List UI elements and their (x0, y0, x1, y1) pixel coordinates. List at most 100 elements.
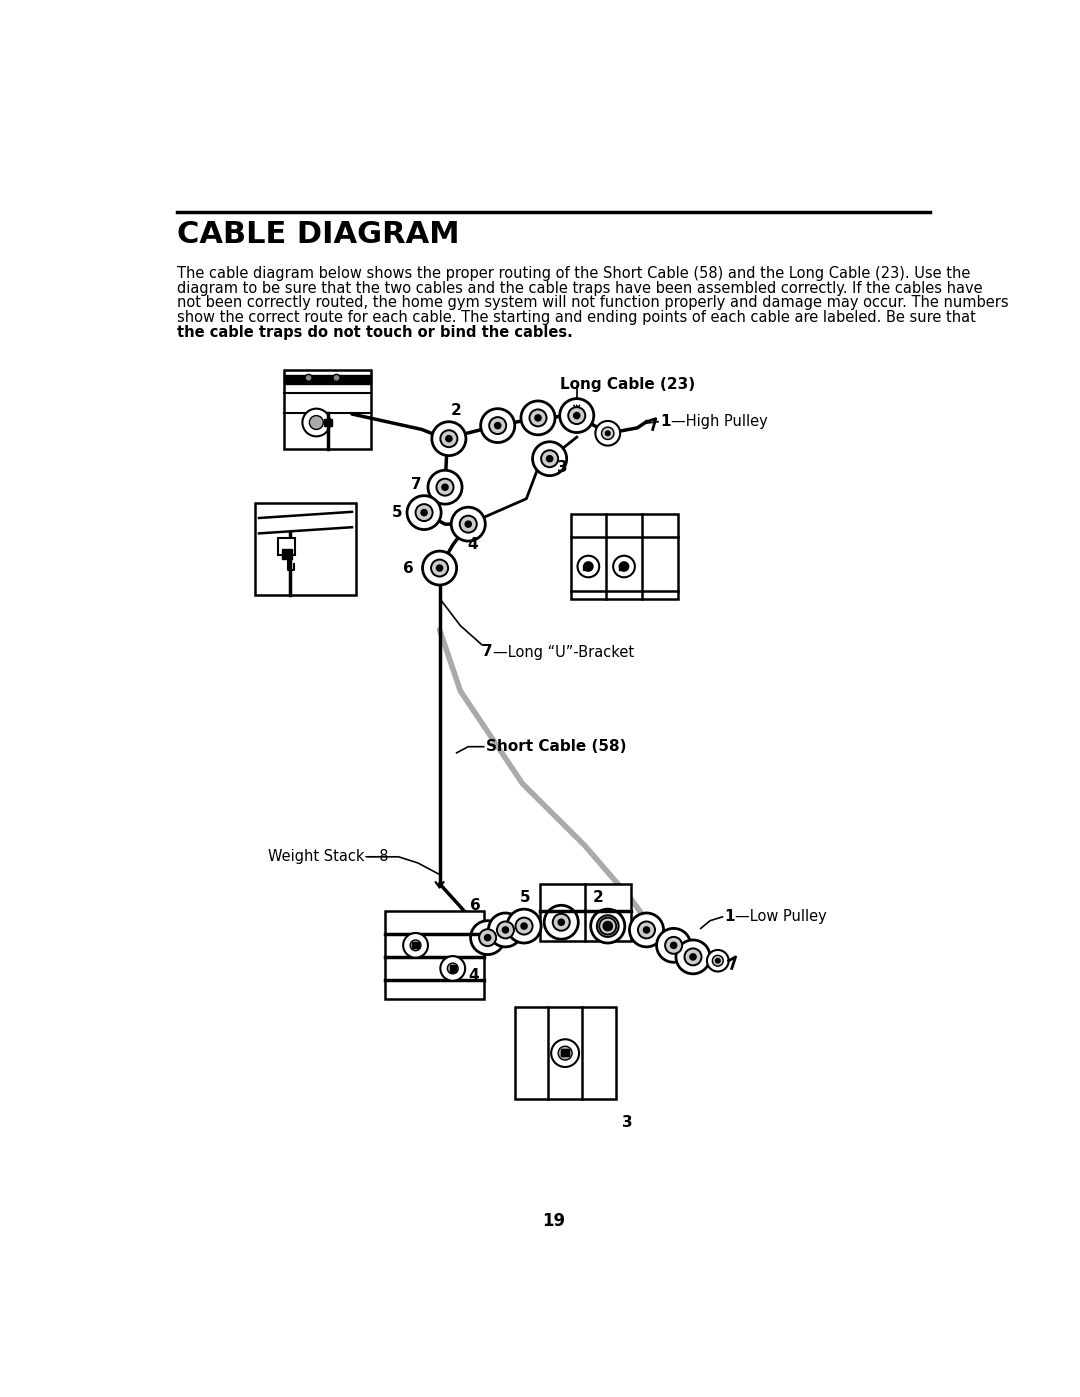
Text: the cable traps do not touch or bind the cables.: the cable traps do not touch or bind the… (177, 324, 572, 339)
Text: 7: 7 (411, 478, 422, 492)
Circle shape (480, 929, 496, 946)
Circle shape (309, 415, 323, 429)
Circle shape (638, 922, 656, 939)
Circle shape (422, 550, 457, 585)
Bar (540, 884, 631, 942)
Circle shape (489, 418, 507, 434)
Circle shape (630, 914, 663, 947)
Circle shape (497, 922, 514, 939)
Text: not been correctly routed, the home gym system will not function properly and da: not been correctly routed, the home gym … (177, 295, 1009, 310)
Text: 5: 5 (392, 506, 403, 520)
Circle shape (591, 909, 625, 943)
Circle shape (428, 471, 462, 504)
Circle shape (715, 958, 720, 963)
Bar (413, 942, 419, 949)
Bar (284, 374, 372, 384)
Circle shape (507, 909, 541, 943)
Circle shape (416, 504, 433, 521)
Circle shape (559, 398, 594, 433)
Bar (515, 1007, 616, 1099)
Circle shape (432, 422, 465, 455)
Text: 4: 4 (467, 538, 477, 552)
Text: 2: 2 (451, 402, 462, 418)
Circle shape (535, 415, 541, 420)
Circle shape (595, 420, 620, 446)
Circle shape (488, 914, 523, 947)
Circle shape (558, 1046, 572, 1060)
Circle shape (597, 915, 619, 937)
Text: 2: 2 (592, 890, 603, 905)
Text: —Low Pulley: —Low Pulley (734, 909, 826, 925)
Circle shape (481, 409, 515, 443)
Circle shape (676, 940, 710, 974)
Text: 7: 7 (482, 644, 492, 658)
Text: 3: 3 (557, 461, 568, 475)
Circle shape (657, 929, 691, 963)
Circle shape (541, 450, 558, 467)
Circle shape (558, 919, 565, 925)
Bar (384, 911, 484, 999)
Text: Long Cable (23): Long Cable (23) (559, 377, 694, 393)
Circle shape (599, 918, 617, 935)
Circle shape (441, 430, 458, 447)
Circle shape (465, 521, 471, 527)
Bar (279, 538, 296, 555)
Circle shape (495, 422, 501, 429)
Text: 5: 5 (521, 890, 530, 905)
Circle shape (671, 942, 677, 949)
Circle shape (613, 556, 635, 577)
Bar (324, 419, 332, 426)
Circle shape (451, 507, 485, 541)
Circle shape (573, 412, 580, 419)
Circle shape (713, 956, 724, 967)
Circle shape (515, 918, 532, 935)
Circle shape (553, 914, 570, 930)
Circle shape (421, 510, 428, 515)
Bar (449, 965, 456, 971)
Circle shape (441, 956, 465, 981)
Text: 19: 19 (542, 1213, 565, 1229)
Circle shape (690, 954, 697, 960)
Circle shape (447, 963, 458, 974)
Circle shape (568, 407, 585, 425)
Text: The cable diagram below shows the proper routing of the Short Cable (58) and the: The cable diagram below shows the proper… (177, 267, 970, 281)
Circle shape (521, 923, 527, 929)
Circle shape (410, 940, 421, 951)
Bar (562, 1049, 569, 1056)
Circle shape (431, 560, 448, 577)
Text: —High Pulley: —High Pulley (672, 415, 768, 429)
Text: Weight Stack—8: Weight Stack—8 (268, 849, 389, 865)
Circle shape (333, 374, 340, 381)
Circle shape (583, 562, 593, 571)
Text: 6: 6 (403, 560, 414, 576)
Text: 3: 3 (622, 1115, 633, 1130)
Circle shape (546, 455, 553, 462)
Circle shape (485, 935, 490, 940)
Circle shape (551, 1039, 579, 1067)
Circle shape (665, 937, 683, 954)
Circle shape (532, 441, 567, 475)
Text: 4: 4 (469, 968, 478, 983)
Circle shape (644, 926, 649, 933)
Circle shape (436, 479, 454, 496)
Text: CABLE DIAGRAM: CABLE DIAGRAM (177, 219, 459, 249)
Circle shape (403, 933, 428, 958)
Text: Short Cable (58): Short Cable (58) (486, 739, 626, 754)
Bar (605, 923, 611, 929)
Circle shape (603, 922, 612, 930)
Circle shape (302, 409, 330, 436)
Circle shape (306, 374, 312, 381)
Circle shape (407, 496, 441, 529)
Bar (282, 549, 293, 559)
Circle shape (436, 564, 443, 571)
Circle shape (602, 427, 613, 440)
Circle shape (521, 401, 555, 434)
Circle shape (707, 950, 729, 971)
Circle shape (446, 436, 451, 441)
Circle shape (529, 409, 546, 426)
Text: —Long “U”-Bracket: —Long “U”-Bracket (494, 645, 634, 659)
Text: diagram to be sure that the two cables and the cable traps have been assembled c: diagram to be sure that the two cables a… (177, 281, 983, 296)
Circle shape (502, 926, 509, 933)
Text: 6: 6 (470, 898, 481, 914)
Bar (619, 564, 624, 570)
